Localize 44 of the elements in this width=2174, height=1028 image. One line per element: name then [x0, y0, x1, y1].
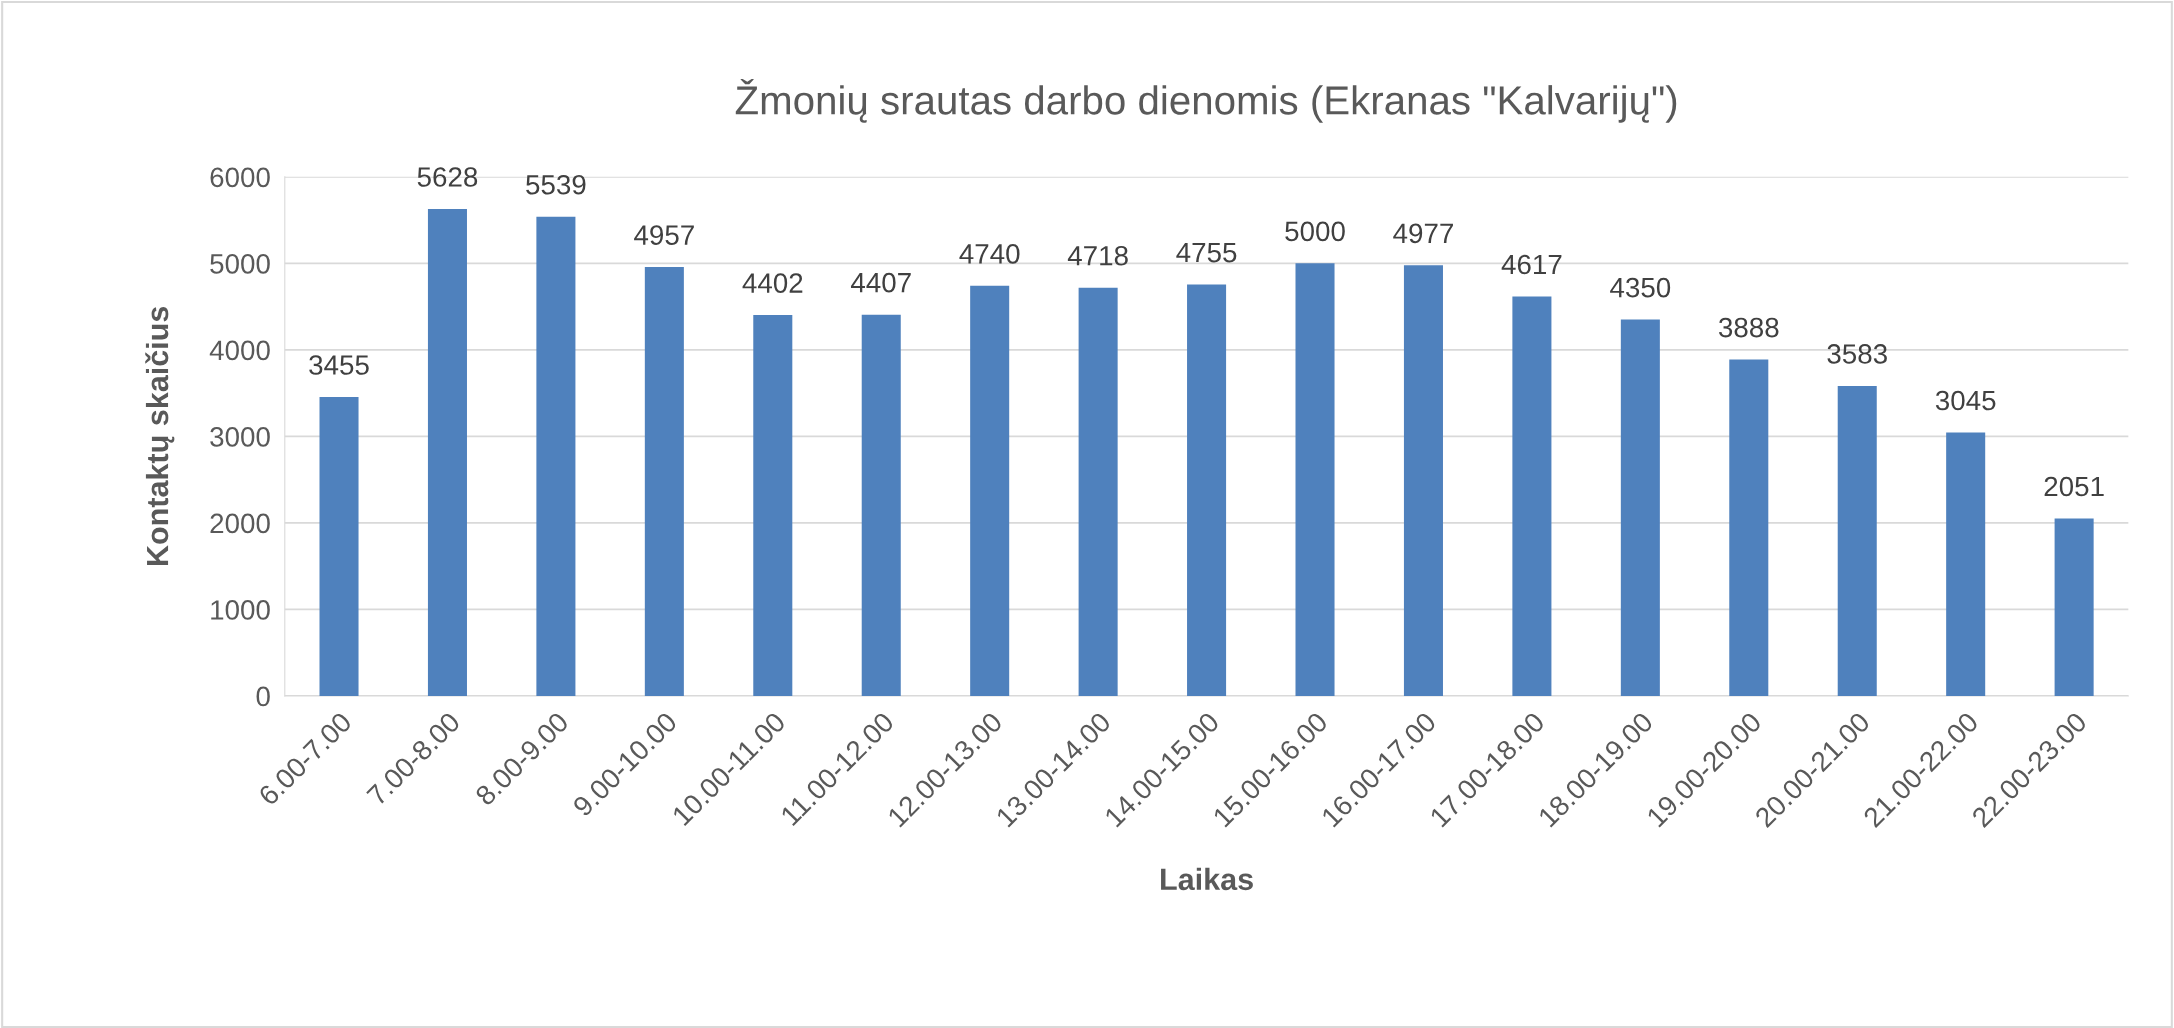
y-tick-label: 3000	[210, 427, 270, 447]
data-label: 3045	[1935, 390, 1996, 411]
bar	[1403, 265, 1443, 696]
bar	[1295, 263, 1335, 696]
y-tick-label: 5000	[210, 254, 270, 274]
bar	[319, 397, 359, 696]
bar	[1946, 432, 1986, 696]
bar	[1512, 296, 1552, 696]
data-label: 3583	[1827, 344, 1887, 364]
data-label: 3888	[1718, 317, 1779, 338]
data-label: 4407	[850, 272, 911, 293]
data-label: 4402	[742, 273, 803, 293]
data-label: 4718	[1067, 245, 1128, 266]
data-label: 5000	[1285, 221, 1345, 242]
y-tick-label: 2000	[210, 513, 270, 534]
data-label: 3455	[309, 355, 369, 375]
y-tick-label: 4000	[209, 340, 270, 361]
bar	[2054, 518, 2094, 696]
data-label: 4957	[634, 225, 694, 245]
bar	[1837, 385, 1877, 696]
bar	[970, 285, 1010, 696]
y-tick-label: 0	[256, 686, 270, 707]
bar	[644, 267, 684, 696]
bar	[427, 209, 467, 696]
data-label: 2051	[2044, 476, 2104, 497]
bar	[1729, 359, 1769, 696]
bar	[536, 216, 576, 696]
bar	[1078, 287, 1118, 696]
chart-title: Žmonių srautas darbo dienomis (Ekranas "Kalvarijų")	[735, 79, 1677, 123]
y-tick-label: 1000	[211, 600, 270, 620]
y-axis-title: Kontaktų skaičius	[145, 306, 175, 566]
data-label: 4755	[1176, 243, 1237, 263]
data-label: 4977	[1393, 223, 1453, 244]
data-label: 5539	[526, 174, 586, 195]
bar	[1187, 284, 1227, 696]
bar	[753, 315, 793, 696]
x-axis-title: Laikas	[1161, 867, 1253, 891]
bar	[1620, 319, 1660, 696]
bar	[861, 314, 901, 696]
y-tick-label: 6000	[210, 167, 270, 188]
data-label: 4617	[1501, 254, 1562, 275]
data-label: 5628	[417, 167, 478, 187]
data-label: 4350	[1610, 277, 1671, 298]
data-label: 4740	[959, 244, 1020, 264]
